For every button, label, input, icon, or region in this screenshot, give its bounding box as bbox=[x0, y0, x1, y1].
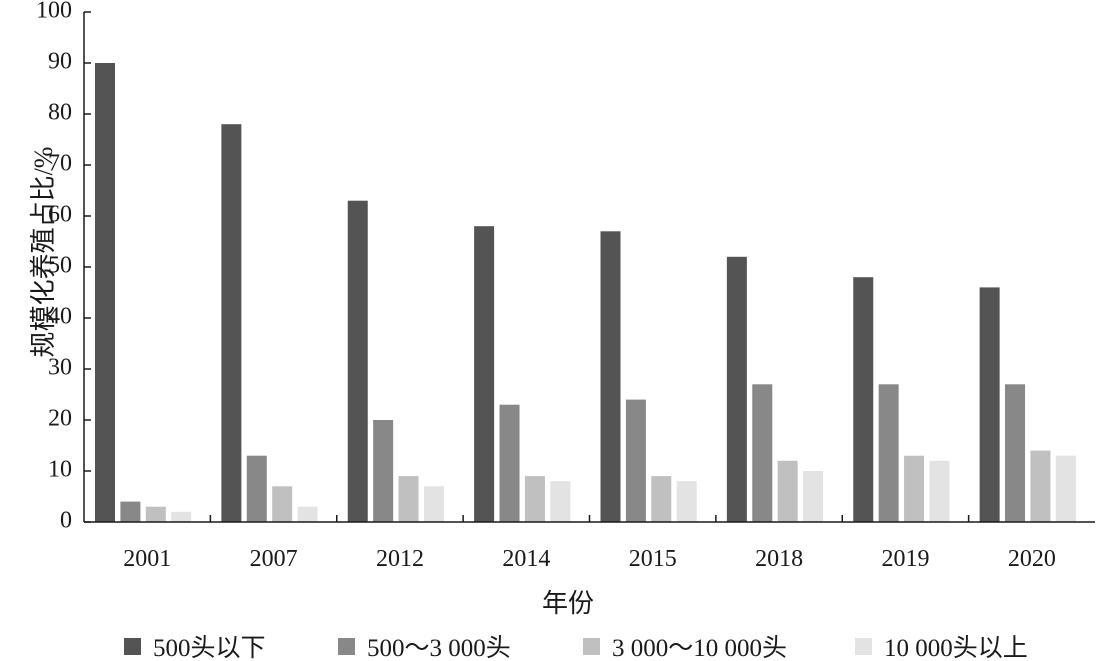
y-tick-label: 80 bbox=[48, 100, 72, 126]
x-tick-label: 2018 bbox=[755, 546, 803, 572]
bar-2007-series-2 bbox=[246, 455, 267, 522]
axes-layer bbox=[83, 11, 1095, 523]
x-tick-label: 2001 bbox=[123, 546, 171, 572]
legend-label-3: 3 000～10 000头 bbox=[612, 634, 787, 661]
bar-2020-series-4 bbox=[1055, 455, 1076, 522]
x-tick-label: 2012 bbox=[376, 546, 424, 572]
bar-2015-series-4 bbox=[676, 481, 697, 522]
bar-2014-series-2 bbox=[499, 404, 520, 522]
y-tick-label: 60 bbox=[48, 202, 72, 228]
y-tick-label: 40 bbox=[48, 304, 72, 330]
bar-2019-series-4 bbox=[929, 460, 950, 522]
legend-label-2: 500～3 000头 bbox=[367, 634, 511, 661]
bar-2014-series-4 bbox=[550, 481, 571, 522]
bar-2001-series-2 bbox=[120, 501, 141, 522]
bar-2015-series-2 bbox=[625, 399, 646, 522]
bar-2001-series-4 bbox=[171, 511, 192, 522]
x-tick-label: 2020 bbox=[1008, 546, 1056, 572]
bar-2018-series-3 bbox=[777, 460, 798, 522]
bar-2012-series-4 bbox=[423, 486, 444, 522]
y-tick-label: 50 bbox=[48, 253, 72, 279]
legend-label-4: 10 000头以上 bbox=[884, 634, 1028, 661]
legend-swatch-4 bbox=[855, 638, 872, 655]
legend-label-1: 500头以下 bbox=[153, 634, 266, 661]
bar-2019-series-3 bbox=[904, 455, 925, 522]
bar-2012-series-1 bbox=[347, 200, 368, 522]
bar-2018-series-4 bbox=[803, 471, 824, 522]
y-axis-title: 规模化养殖占比/% bbox=[29, 147, 58, 358]
bar-2012-series-2 bbox=[373, 420, 394, 522]
legend-swatch-3 bbox=[583, 638, 600, 655]
bar-2020-series-3 bbox=[1030, 450, 1051, 522]
bar-2001-series-3 bbox=[145, 506, 166, 522]
bar-2014-series-3 bbox=[524, 476, 545, 522]
bar-2007-series-1 bbox=[221, 124, 242, 522]
bar-2014-series-1 bbox=[474, 226, 495, 522]
y-tick-label: 30 bbox=[48, 355, 72, 381]
bar-2020-series-1 bbox=[979, 287, 1000, 522]
x-tick-labels: 2001 2007 2012 2014 2015 2018 2019 2020 bbox=[123, 546, 1056, 572]
y-tick-labels: 0 10 20 30 40 50 60 70 80 90 100 bbox=[36, 0, 72, 534]
x-axis-title: 年份 bbox=[542, 589, 594, 618]
legend-swatch-1 bbox=[124, 638, 141, 655]
bar-2018-series-1 bbox=[726, 256, 747, 522]
bar-2001-series-1 bbox=[95, 63, 115, 522]
y-tick-label: 100 bbox=[36, 0, 72, 24]
bar-2020-series-2 bbox=[1005, 384, 1026, 522]
bars-layer bbox=[95, 63, 1076, 523]
y-tick-label: 20 bbox=[48, 406, 72, 432]
x-tick-label: 2007 bbox=[250, 546, 298, 572]
bar-2007-series-4 bbox=[297, 506, 318, 522]
bar-2018-series-2 bbox=[752, 384, 773, 522]
legend-swatch-2 bbox=[338, 638, 355, 655]
bar-2012-series-3 bbox=[398, 476, 419, 522]
x-tick-label: 2015 bbox=[629, 546, 677, 572]
y-tick-label: 70 bbox=[48, 151, 72, 177]
bar-2007-series-3 bbox=[272, 486, 293, 522]
y-tick-label: 0 bbox=[60, 508, 72, 534]
legend: 500头以下 500～3 000头 3 000～10 000头 10 000头以上 bbox=[124, 634, 1028, 661]
y-tick-label: 10 bbox=[48, 457, 72, 483]
y-tick-label: 90 bbox=[48, 49, 72, 75]
bar-2015-series-1 bbox=[600, 231, 621, 523]
bar-2015-series-3 bbox=[651, 476, 672, 522]
bar-2019-series-1 bbox=[853, 277, 874, 522]
x-tick-label: 2014 bbox=[502, 546, 550, 572]
bar-2019-series-2 bbox=[878, 384, 899, 522]
x-tick-label: 2019 bbox=[881, 546, 929, 572]
